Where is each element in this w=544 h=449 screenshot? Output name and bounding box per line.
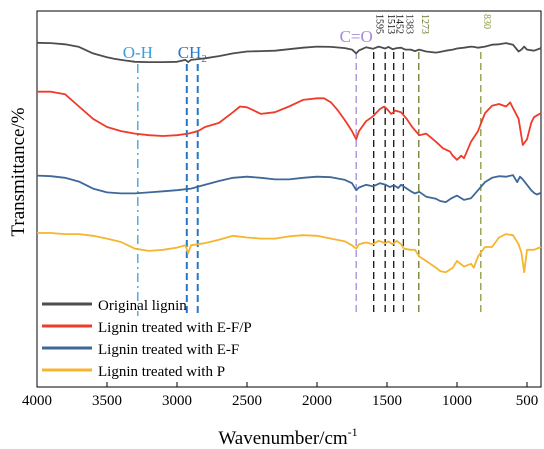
- annotation-label-7: 1273: [419, 14, 430, 34]
- series-line-ef: [36, 174, 542, 204]
- x-tick-label-4000: 4000: [22, 393, 52, 409]
- x-tick-label-2000: 2000: [302, 393, 332, 409]
- legend-label-p: Lignin treated with P: [98, 364, 225, 380]
- annotation-label-1: CH2: [178, 43, 207, 65]
- annotation-label-2: C=O: [340, 27, 373, 46]
- x-axis-ticks: 4000 3500 3000 2500 2000 1500 1000 500: [22, 382, 538, 409]
- series-line-p: [37, 232, 542, 274]
- x-tick-label-500: 500: [516, 393, 539, 409]
- legend: Original lignin Lignin treated with E-F/…: [42, 298, 252, 380]
- annotation-label-5: 1452: [394, 14, 405, 34]
- plot-frame: [36, 10, 542, 388]
- annotation-label-0: O-H: [123, 43, 153, 62]
- x-axis-label-text: Wavenumber/cm: [218, 428, 348, 449]
- x-tick-label-1000: 1000: [442, 393, 472, 409]
- x-axis-label-superscript: -1: [348, 425, 358, 439]
- y-axis-label: Transmittance/%: [8, 107, 29, 236]
- annotation-label-3: 1595: [374, 14, 385, 34]
- x-tick-label-3500: 3500: [92, 393, 122, 409]
- x-axis-label: Wavenumber/cm-1: [218, 425, 357, 449]
- x-tick-label-2500: 2500: [232, 393, 262, 409]
- annotation-label-4: 1513: [385, 14, 396, 34]
- series-lines: [36, 41, 542, 274]
- legend-label-original: Original lignin: [98, 298, 187, 314]
- legend-label-efp: Lignin treated with E-F/P: [98, 320, 252, 336]
- x-tick-label-1500: 1500: [372, 393, 402, 409]
- annotation-label-8: 830: [481, 14, 492, 29]
- legend-label-ef: Lignin treated with E-F: [98, 342, 239, 358]
- annotation-label-6: 1383: [403, 14, 414, 34]
- x-tick-label-3000: 3000: [162, 393, 192, 409]
- series-line-original: [36, 41, 542, 63]
- series-line-efp: [37, 90, 542, 161]
